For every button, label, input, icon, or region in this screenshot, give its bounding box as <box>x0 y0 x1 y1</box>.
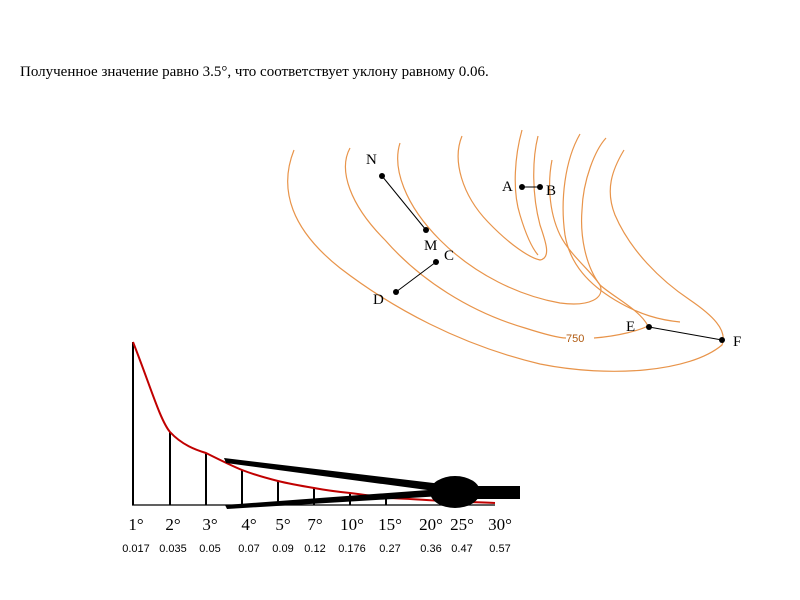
label-a: A <box>502 179 513 195</box>
degree-label: 30° <box>488 515 512 534</box>
point-b <box>537 184 543 190</box>
scale-verticals <box>132 342 387 505</box>
degree-label: 1° <box>128 515 143 534</box>
degree-label: 25° <box>450 515 474 534</box>
slope-scale <box>132 341 520 509</box>
point-c <box>433 259 439 265</box>
degree-label: 20° <box>419 515 443 534</box>
slope-value-label: 0.47 <box>451 543 472 555</box>
slope-value-label: 0.05 <box>199 543 220 555</box>
contour-line-750 <box>344 147 567 339</box>
degree-label: 2° <box>165 515 180 534</box>
measure-segments <box>381 175 723 341</box>
contour-line-inner-3 <box>562 133 681 323</box>
contour-label-750: 750 <box>566 333 584 345</box>
label-n: N <box>366 152 377 168</box>
contour-lines <box>287 129 724 372</box>
point-m <box>423 227 429 233</box>
segment-cd <box>395 261 437 293</box>
degree-label: 10° <box>340 515 364 534</box>
point-e <box>646 324 652 330</box>
point-d <box>393 289 399 295</box>
degree-label: 5° <box>275 515 290 534</box>
label-m: M <box>424 238 437 254</box>
compass-leg-upper <box>224 458 442 492</box>
slope-value-label: 0.12 <box>304 543 325 555</box>
degree-label: 7° <box>307 515 322 534</box>
degree-label: 3° <box>202 515 217 534</box>
segment-nm <box>381 175 427 231</box>
degree-label: 15° <box>378 515 402 534</box>
slope-value-label: 0.57 <box>489 543 510 555</box>
slope-curve <box>132 341 496 504</box>
label-c: C <box>444 248 454 264</box>
compass-handle <box>470 486 520 499</box>
label-b: B <box>546 183 556 199</box>
contour-line-inner-2 <box>457 135 548 261</box>
contour-line-inner-4 <box>514 129 539 256</box>
slope-value-label: 0.176 <box>338 543 366 555</box>
segment-ef <box>648 326 723 341</box>
scale-labels: 1° 2° 3° 4° 5° 7° 10° 15° 20° 25° 30° 0.017 0.035 0.0… <box>122 515 512 555</box>
slope-value-label: 0.36 <box>420 543 441 555</box>
slope-value-label: 0.09 <box>272 543 293 555</box>
slope-value-label: 0.27 <box>379 543 400 555</box>
point-n <box>379 173 385 179</box>
slope-value-label: 0.07 <box>238 543 259 555</box>
point-a <box>519 184 525 190</box>
contour-line-outer <box>287 149 724 372</box>
measure-points <box>379 173 725 343</box>
compass-leg-lower <box>225 489 442 509</box>
compass-tool <box>224 458 520 509</box>
compass-hinge <box>430 476 480 508</box>
label-d: D <box>373 292 384 308</box>
label-e: E <box>626 319 635 335</box>
point-f <box>719 337 725 343</box>
degree-label: 4° <box>241 515 256 534</box>
caption-text: Полученное значение равно 3.5°, что соот… <box>20 64 489 80</box>
label-f: F <box>733 334 741 350</box>
slope-value-label: 0.017 <box>122 543 150 555</box>
slope-value-label: 0.035 <box>159 543 187 555</box>
contour-line-inner-1 <box>397 142 602 305</box>
